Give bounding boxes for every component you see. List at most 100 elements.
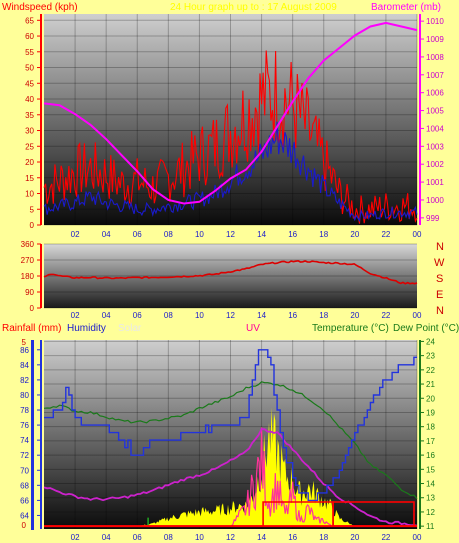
rain-tick-label: 0 — [22, 521, 27, 530]
wind-time-label: 10 — [195, 230, 204, 239]
direction-series — [43, 259, 418, 285]
solar-label: Solar — [118, 323, 142, 334]
direction-time-label: 04 — [102, 311, 111, 320]
temperature-tick-label: 24 — [426, 337, 435, 346]
compass-s: S — [436, 273, 443, 285]
climate-time-axis: 02 04 06 08 10 12 14 16 18 20 22 00 — [71, 533, 422, 542]
climate-time-label: 18 — [319, 533, 328, 542]
humidity-tick-label: 78 — [20, 406, 29, 415]
humidity-tick-label: 64 — [20, 511, 29, 520]
barometer-tick-label: 1005 — [426, 107, 444, 116]
wind-time-label: 08 — [164, 230, 173, 239]
direction-tick-label: 180 — [21, 272, 35, 281]
direction-time-label: 22 — [381, 311, 390, 320]
humidity-tick-label: 68 — [20, 481, 29, 490]
windspeed-tick-label: 20 — [25, 158, 34, 167]
direction-plot-area — [44, 244, 417, 308]
dewpoint-line — [43, 428, 418, 527]
wind-time-label: 06 — [133, 230, 142, 239]
windspeed-label: Windspeed (kph) — [2, 2, 78, 13]
temperature-tick-label: 16 — [426, 451, 435, 460]
direction-time-label: 02 — [71, 311, 80, 320]
rain-axis-bar — [31, 340, 34, 530]
direction-time-label: 12 — [226, 311, 235, 320]
direction-time-label: 00 — [413, 311, 422, 320]
humidity-label: Humidity — [67, 323, 106, 334]
windspeed-tick-label: 10 — [25, 190, 34, 199]
temperature-tick-label: 15 — [426, 465, 435, 474]
windspeed-tick-label: 15 — [25, 174, 34, 183]
compass-n2: N — [436, 305, 444, 317]
windspeed-tick-label: 5 — [30, 205, 35, 214]
climate-time-label: 14 — [257, 533, 266, 542]
barometer-tick-label: 1003 — [426, 142, 444, 151]
windspeed-tick-label: 50 — [25, 64, 34, 73]
windspeed-axis: 0 5 10 15 20 25 30 35 40 45 50 55 60 65 — [25, 14, 42, 230]
barometer-line — [43, 21, 418, 205]
climate-time-label: 10 — [195, 533, 204, 542]
humidity-tick-label: 82 — [20, 376, 29, 385]
climate-time-label: 12 — [226, 533, 235, 542]
windspeed-tick-label: 40 — [25, 95, 34, 104]
windspeed-tick-label: 0 — [30, 221, 35, 230]
climate-time-label: 02 — [71, 533, 80, 542]
barometer-tick-label: 999 — [426, 214, 440, 223]
direction-time-label: 06 — [133, 311, 142, 320]
direction-time-label: 18 — [319, 311, 328, 320]
windspeed-tick-label: 55 — [25, 48, 34, 57]
windspeed-tick-label: 60 — [25, 32, 34, 41]
humidity-tick-label: 74 — [20, 436, 29, 445]
humidity-tick-label: 70 — [20, 466, 29, 475]
wind-time-label: 04 — [102, 230, 111, 239]
wind-time-label: 00 — [413, 230, 422, 239]
wind-grid — [44, 14, 418, 226]
barometer-tick-label: 1008 — [426, 53, 444, 62]
barometer-tick-label: 1000 — [426, 196, 444, 205]
temperature-tick-label: 11 — [426, 522, 435, 531]
climate-time-label: 16 — [288, 533, 297, 542]
temperature-tick-label: 23 — [426, 352, 435, 361]
windspeed-tick-label: 25 — [25, 142, 34, 151]
rain-tick-label: 5 — [22, 338, 27, 347]
climate-time-label: 00 — [413, 533, 422, 542]
windspeed-tick-label: 45 — [25, 79, 34, 88]
wind-time-label: 16 — [288, 230, 297, 239]
climate-time-label: 22 — [381, 533, 390, 542]
humidity-tick-label: 80 — [20, 391, 29, 400]
direction-tick-label: 0 — [30, 304, 35, 313]
barometer-tick-label: 1004 — [426, 124, 444, 133]
climate-time-label: 06 — [133, 533, 142, 542]
temperature-tick-label: 18 — [426, 423, 435, 432]
humidity-tick-label: 72 — [20, 451, 29, 460]
direction-time-label: 14 — [257, 311, 266, 320]
windspeed-tick-label: 30 — [25, 127, 34, 136]
rainfall-label: Rainfall (mm) — [2, 323, 61, 334]
wind-series — [43, 21, 418, 224]
barometer-tick-label: 1010 — [426, 17, 444, 26]
barometer-tick-label: 1002 — [426, 160, 444, 169]
humidity-axis: 64 66 68 70 72 74 76 78 80 82 84 865 0 — [20, 338, 42, 530]
temperature-line — [43, 381, 418, 500]
humidity-tick-label: 86 — [20, 346, 29, 355]
direction-time-label: 08 — [164, 311, 173, 320]
temperature-axis: 11 12 13 14 15 16 17 18 19 20 21 22 23 24 — [419, 337, 435, 531]
direction-time-label: 20 — [350, 311, 359, 320]
direction-time-label: 10 — [195, 311, 204, 320]
temperature-tick-label: 12 — [426, 508, 435, 517]
climate-time-label: 20 — [350, 533, 359, 542]
wind-time-label: 20 — [350, 230, 359, 239]
rain-box — [332, 501, 415, 527]
windspeed-tick-label: 65 — [25, 16, 34, 25]
wind-time-label: 18 — [319, 230, 328, 239]
direction-axis: 0 90 180 270 360 — [21, 240, 42, 313]
temperature-tick-label: 20 — [426, 394, 435, 403]
temperature-tick-label: 17 — [426, 437, 435, 446]
direction-line — [43, 259, 418, 285]
dewpoint-label: Dew Point (°C) — [393, 323, 459, 334]
humidity-tick-label: 84 — [20, 361, 29, 370]
chart-title: 24 Hour graph up to : 17 August 2009 — [170, 2, 337, 13]
barometer-axis: 999 1000 1001 1002 1003 1004 1005 1006 1007 1008 1… — [419, 14, 444, 225]
direction-tick-label: 270 — [21, 256, 35, 265]
wind-time-label: 12 — [226, 230, 235, 239]
